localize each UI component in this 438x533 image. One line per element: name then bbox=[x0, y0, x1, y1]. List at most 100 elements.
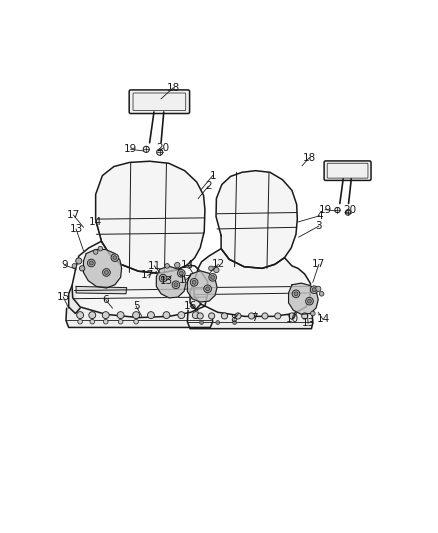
Circle shape bbox=[89, 261, 93, 265]
Circle shape bbox=[315, 286, 321, 292]
Text: 14: 14 bbox=[316, 314, 329, 324]
Circle shape bbox=[289, 313, 295, 319]
Text: 18: 18 bbox=[166, 83, 180, 93]
Text: 16: 16 bbox=[184, 301, 197, 311]
Text: 3: 3 bbox=[316, 221, 322, 231]
Circle shape bbox=[90, 319, 95, 324]
Text: 17: 17 bbox=[312, 259, 325, 269]
Text: 5: 5 bbox=[133, 301, 139, 311]
Circle shape bbox=[345, 210, 350, 215]
Circle shape bbox=[204, 285, 212, 293]
Circle shape bbox=[175, 262, 180, 268]
Circle shape bbox=[88, 259, 95, 267]
Text: 1: 1 bbox=[209, 171, 216, 181]
Circle shape bbox=[174, 283, 178, 287]
Circle shape bbox=[275, 313, 281, 319]
Circle shape bbox=[248, 313, 254, 319]
Text: 13: 13 bbox=[160, 276, 173, 286]
Text: 18: 18 bbox=[303, 152, 316, 163]
Text: 14: 14 bbox=[181, 260, 194, 270]
Circle shape bbox=[177, 269, 185, 277]
Text: 2: 2 bbox=[205, 181, 212, 191]
Polygon shape bbox=[69, 286, 80, 313]
Circle shape bbox=[311, 286, 318, 294]
Circle shape bbox=[103, 319, 108, 324]
Circle shape bbox=[134, 319, 138, 324]
Circle shape bbox=[72, 264, 77, 268]
Circle shape bbox=[98, 246, 102, 251]
Circle shape bbox=[157, 149, 163, 155]
Circle shape bbox=[118, 319, 123, 324]
Circle shape bbox=[208, 313, 215, 319]
Text: 17: 17 bbox=[67, 210, 80, 220]
Circle shape bbox=[216, 320, 219, 325]
Text: 7: 7 bbox=[251, 312, 258, 322]
Polygon shape bbox=[190, 284, 201, 309]
Circle shape bbox=[233, 320, 237, 325]
Circle shape bbox=[192, 280, 196, 284]
Text: 13: 13 bbox=[70, 224, 83, 234]
Polygon shape bbox=[72, 241, 208, 318]
Text: 20: 20 bbox=[156, 143, 170, 153]
Circle shape bbox=[292, 290, 300, 297]
Circle shape bbox=[78, 319, 82, 324]
Circle shape bbox=[111, 254, 119, 262]
Text: 19: 19 bbox=[318, 205, 332, 215]
Polygon shape bbox=[84, 249, 122, 288]
Circle shape bbox=[161, 276, 165, 280]
Circle shape bbox=[262, 313, 268, 319]
Circle shape bbox=[163, 312, 170, 319]
Circle shape bbox=[172, 281, 180, 288]
Circle shape bbox=[211, 276, 215, 279]
Circle shape bbox=[76, 258, 82, 264]
Text: 19: 19 bbox=[124, 144, 138, 155]
FancyBboxPatch shape bbox=[324, 161, 371, 180]
Circle shape bbox=[311, 311, 315, 316]
Polygon shape bbox=[187, 310, 313, 329]
Circle shape bbox=[192, 312, 199, 319]
Text: 11: 11 bbox=[148, 261, 161, 271]
Text: 12: 12 bbox=[212, 259, 225, 269]
Circle shape bbox=[214, 267, 219, 273]
Circle shape bbox=[133, 312, 140, 319]
Text: 17: 17 bbox=[179, 275, 192, 285]
Circle shape bbox=[148, 312, 155, 319]
Text: 8: 8 bbox=[230, 314, 237, 324]
Text: 4: 4 bbox=[316, 211, 323, 221]
Circle shape bbox=[79, 265, 85, 271]
Polygon shape bbox=[289, 283, 318, 314]
Circle shape bbox=[221, 313, 228, 319]
Circle shape bbox=[312, 288, 316, 292]
Text: 17: 17 bbox=[141, 270, 154, 280]
Circle shape bbox=[93, 249, 98, 254]
Polygon shape bbox=[66, 308, 213, 327]
Circle shape bbox=[165, 264, 170, 268]
Text: 6: 6 bbox=[102, 295, 109, 305]
Circle shape bbox=[335, 207, 340, 213]
Circle shape bbox=[113, 256, 117, 260]
Circle shape bbox=[197, 313, 203, 319]
Circle shape bbox=[306, 297, 313, 305]
Circle shape bbox=[89, 312, 96, 319]
Circle shape bbox=[235, 313, 241, 319]
Circle shape bbox=[294, 292, 298, 296]
Polygon shape bbox=[156, 266, 186, 298]
Circle shape bbox=[180, 271, 183, 275]
Circle shape bbox=[208, 266, 213, 271]
Circle shape bbox=[307, 299, 311, 303]
FancyBboxPatch shape bbox=[129, 90, 190, 114]
Text: 13: 13 bbox=[301, 318, 315, 328]
Text: 20: 20 bbox=[343, 205, 357, 215]
Circle shape bbox=[206, 287, 209, 291]
Polygon shape bbox=[194, 248, 311, 317]
Circle shape bbox=[117, 312, 124, 319]
Circle shape bbox=[105, 271, 108, 274]
Circle shape bbox=[77, 312, 84, 319]
Circle shape bbox=[102, 312, 109, 319]
Circle shape bbox=[102, 269, 110, 276]
Polygon shape bbox=[187, 271, 217, 302]
Polygon shape bbox=[95, 161, 205, 273]
Text: 15: 15 bbox=[57, 292, 70, 302]
Circle shape bbox=[187, 264, 191, 268]
Circle shape bbox=[178, 312, 185, 319]
